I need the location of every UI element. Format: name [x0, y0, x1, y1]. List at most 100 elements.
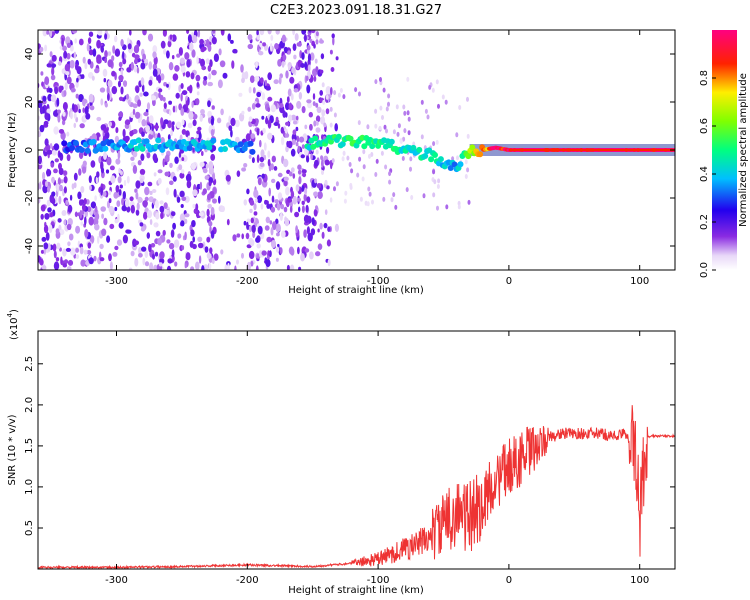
noise-speck [390, 197, 394, 203]
ridge-point [469, 144, 476, 151]
noise-speck [88, 175, 92, 184]
noise-speck [300, 154, 305, 159]
noise-speck [39, 258, 44, 266]
noise-speck [120, 39, 124, 47]
noise-speck [171, 249, 175, 258]
noise-speck [218, 48, 222, 56]
noise-speck [327, 226, 331, 232]
noise-speck [362, 164, 366, 170]
noise-speck [152, 98, 156, 107]
noise-speck [94, 223, 100, 231]
noise-speck [259, 156, 265, 163]
noise-speck [219, 60, 226, 68]
noise-speck [209, 247, 213, 254]
noise-speck [124, 135, 130, 142]
noise-speck [146, 152, 151, 159]
noise-speck [466, 167, 470, 173]
noise-speck [285, 102, 290, 111]
noise-speck [62, 263, 68, 268]
noise-speck [243, 220, 247, 226]
noise-speck [316, 106, 322, 114]
noise-speck [230, 39, 234, 44]
noise-speck [118, 222, 124, 229]
noise-speck [122, 58, 127, 65]
noise-speck [349, 185, 353, 190]
noise-speck [262, 127, 266, 134]
noise-speck [241, 110, 245, 115]
noise-speck [208, 262, 212, 270]
ridge-point [339, 141, 346, 147]
noise-speck [40, 249, 45, 254]
noise-speck [65, 247, 71, 252]
noise-speck [51, 176, 55, 184]
noise-speck [73, 112, 77, 119]
ridge-point [422, 153, 429, 159]
ridge-point [335, 133, 342, 140]
noise-speck [250, 260, 254, 267]
noise-speck [315, 149, 319, 155]
noise-speck [385, 128, 388, 134]
noise-speck [362, 149, 366, 155]
noise-speck [50, 162, 55, 168]
noise-speck [93, 255, 97, 262]
noise-speck [140, 226, 146, 232]
snr-y-multiplier-exp: 4 [6, 312, 14, 317]
ridge-point [347, 135, 354, 142]
noise-speck [135, 209, 140, 216]
noise-speck [89, 185, 92, 191]
noise-speck [150, 243, 156, 248]
noise-speck [399, 139, 403, 144]
noise-speck [66, 223, 72, 231]
noise-speck [63, 219, 67, 225]
noise-speck [397, 123, 401, 129]
noise-speck [248, 86, 252, 94]
noise-speck [113, 191, 119, 199]
noise-speck [48, 87, 53, 93]
noise-speck [324, 209, 328, 216]
ridge-point [312, 135, 319, 142]
noise-speck [99, 87, 106, 93]
noise-speck [283, 46, 288, 53]
noise-speck [139, 178, 144, 184]
noise-speck [143, 111, 149, 117]
noise-speck [300, 253, 305, 262]
noise-speck [184, 52, 190, 60]
noise-speck [167, 134, 171, 141]
noise-speck [303, 34, 307, 42]
noise-speck [196, 133, 199, 139]
noise-speck [57, 114, 61, 123]
noise-speck [341, 156, 345, 162]
noise-speck [208, 161, 214, 170]
noise-speck [231, 60, 235, 69]
noise-speck [166, 239, 171, 244]
noise-speck [118, 74, 124, 82]
noise-speck [238, 92, 243, 97]
noise-speck [50, 74, 56, 81]
noise-speck [275, 116, 279, 122]
colorbar-tick-label: 0.4 [699, 166, 710, 182]
noise-speck [96, 39, 101, 49]
noise-speck [54, 86, 58, 95]
noise-speck [78, 38, 84, 46]
noise-speck [41, 81, 44, 87]
noise-speck [379, 77, 382, 82]
ridge-point [416, 146, 423, 153]
noise-speck [304, 124, 308, 130]
noise-speck [289, 205, 293, 213]
noise-speck [159, 200, 164, 205]
noise-speck [67, 218, 73, 226]
noise-speck [406, 110, 410, 116]
noise-speck [420, 99, 424, 105]
noise-speck [210, 230, 215, 239]
noise-speck [175, 92, 180, 99]
ridge-point [143, 138, 150, 145]
noise-speck [143, 211, 148, 220]
noise-speck [207, 110, 212, 118]
noise-speck [284, 128, 288, 134]
noise-speck [82, 56, 86, 64]
noise-speck [56, 242, 61, 250]
noise-speck [218, 195, 221, 204]
noise-speck [136, 202, 140, 211]
noise-speck [140, 153, 145, 161]
noise-speck [306, 226, 310, 235]
